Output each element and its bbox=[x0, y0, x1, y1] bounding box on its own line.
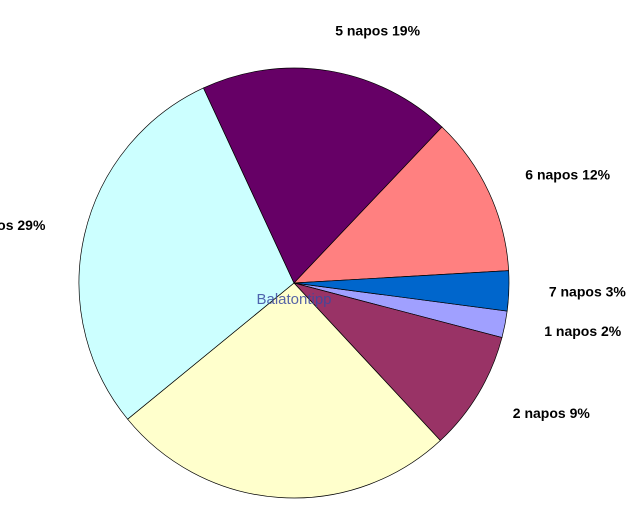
slice-label: 7 napos 3% bbox=[549, 283, 627, 299]
slice-value-label: 3% bbox=[606, 283, 627, 299]
slice-value-label: 19% bbox=[392, 22, 421, 38]
slice-category: 5 napos bbox=[335, 22, 388, 38]
watermark: Balatontipp bbox=[256, 291, 331, 308]
pie-slice bbox=[292, 282, 503, 441]
slice-category: 2 napos bbox=[513, 405, 566, 421]
slice-value-label: 2% bbox=[601, 323, 622, 339]
slice-category: 7 napos bbox=[549, 283, 602, 299]
slice-label: 6 napos 12% bbox=[525, 166, 610, 182]
pie-slice bbox=[127, 282, 441, 499]
slice-value-label: 12% bbox=[582, 166, 611, 182]
slice-category: 6 napos bbox=[525, 166, 578, 182]
slice-value-label: 9% bbox=[570, 405, 591, 421]
slice-category: 1 napos bbox=[544, 323, 597, 339]
pie-slice bbox=[293, 270, 510, 312]
slice-label: 2 napos 9% bbox=[513, 405, 591, 421]
slice-label: 1 napos 2% bbox=[544, 323, 622, 339]
slice-value-label: 29% bbox=[17, 217, 46, 233]
pie-slice bbox=[203, 67, 443, 284]
slice-label: 5 napos 19% bbox=[335, 22, 420, 38]
slice-label: 4 napos 29% bbox=[0, 217, 46, 233]
pie-slice bbox=[293, 126, 510, 284]
slice-category: 4 napos bbox=[0, 217, 14, 233]
pie-slice bbox=[78, 87, 295, 420]
